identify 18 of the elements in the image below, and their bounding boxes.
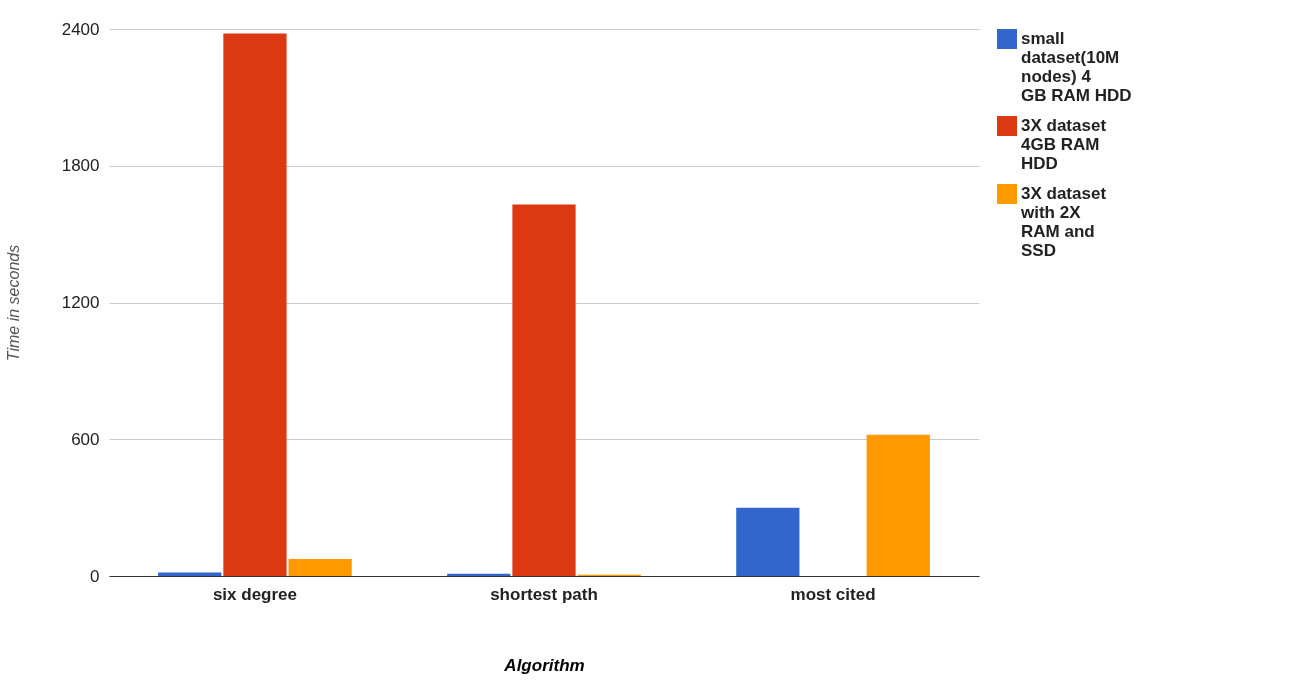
x-tick-label: most cited bbox=[790, 584, 876, 604]
bar bbox=[288, 558, 352, 576]
bar bbox=[223, 33, 287, 576]
legend-label: 3X dataset 4GB RAM HDD bbox=[1021, 116, 1107, 173]
bar bbox=[736, 507, 800, 576]
x-axis-title: Algorithm bbox=[503, 655, 585, 675]
bar bbox=[866, 434, 930, 576]
legend-label: small dataset(10M nodes) 4 GB RAM HDD bbox=[1021, 29, 1132, 105]
y-tick-label: 1200 bbox=[61, 293, 100, 312]
y-tick-label: 600 bbox=[71, 429, 100, 449]
y-axis-title: Time in seconds bbox=[4, 244, 22, 362]
x-tick-label: shortest path bbox=[490, 584, 598, 604]
y-tick-label: 2400 bbox=[61, 19, 100, 39]
legend-label: 3X dataset with 2X RAM and SSD bbox=[1020, 184, 1107, 260]
x-tick-label: six degree bbox=[212, 584, 298, 604]
y-tick-label: 0 bbox=[90, 566, 100, 586]
y-tick-label: 1800 bbox=[61, 156, 100, 176]
bar bbox=[512, 204, 576, 576]
